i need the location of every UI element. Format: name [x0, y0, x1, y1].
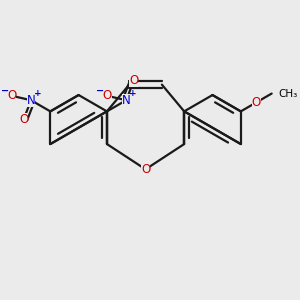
Text: +: +: [129, 89, 136, 98]
Text: −: −: [1, 86, 9, 96]
Text: O: O: [102, 89, 112, 102]
Text: CH₃: CH₃: [278, 88, 298, 98]
Text: O: O: [19, 113, 28, 126]
Text: −: −: [96, 86, 104, 96]
Text: O: O: [129, 74, 138, 87]
Text: O: O: [7, 89, 16, 102]
Text: N: N: [122, 94, 130, 107]
Text: N: N: [27, 94, 35, 107]
Text: O: O: [141, 163, 150, 176]
Text: O: O: [252, 96, 261, 109]
Text: +: +: [34, 89, 41, 98]
